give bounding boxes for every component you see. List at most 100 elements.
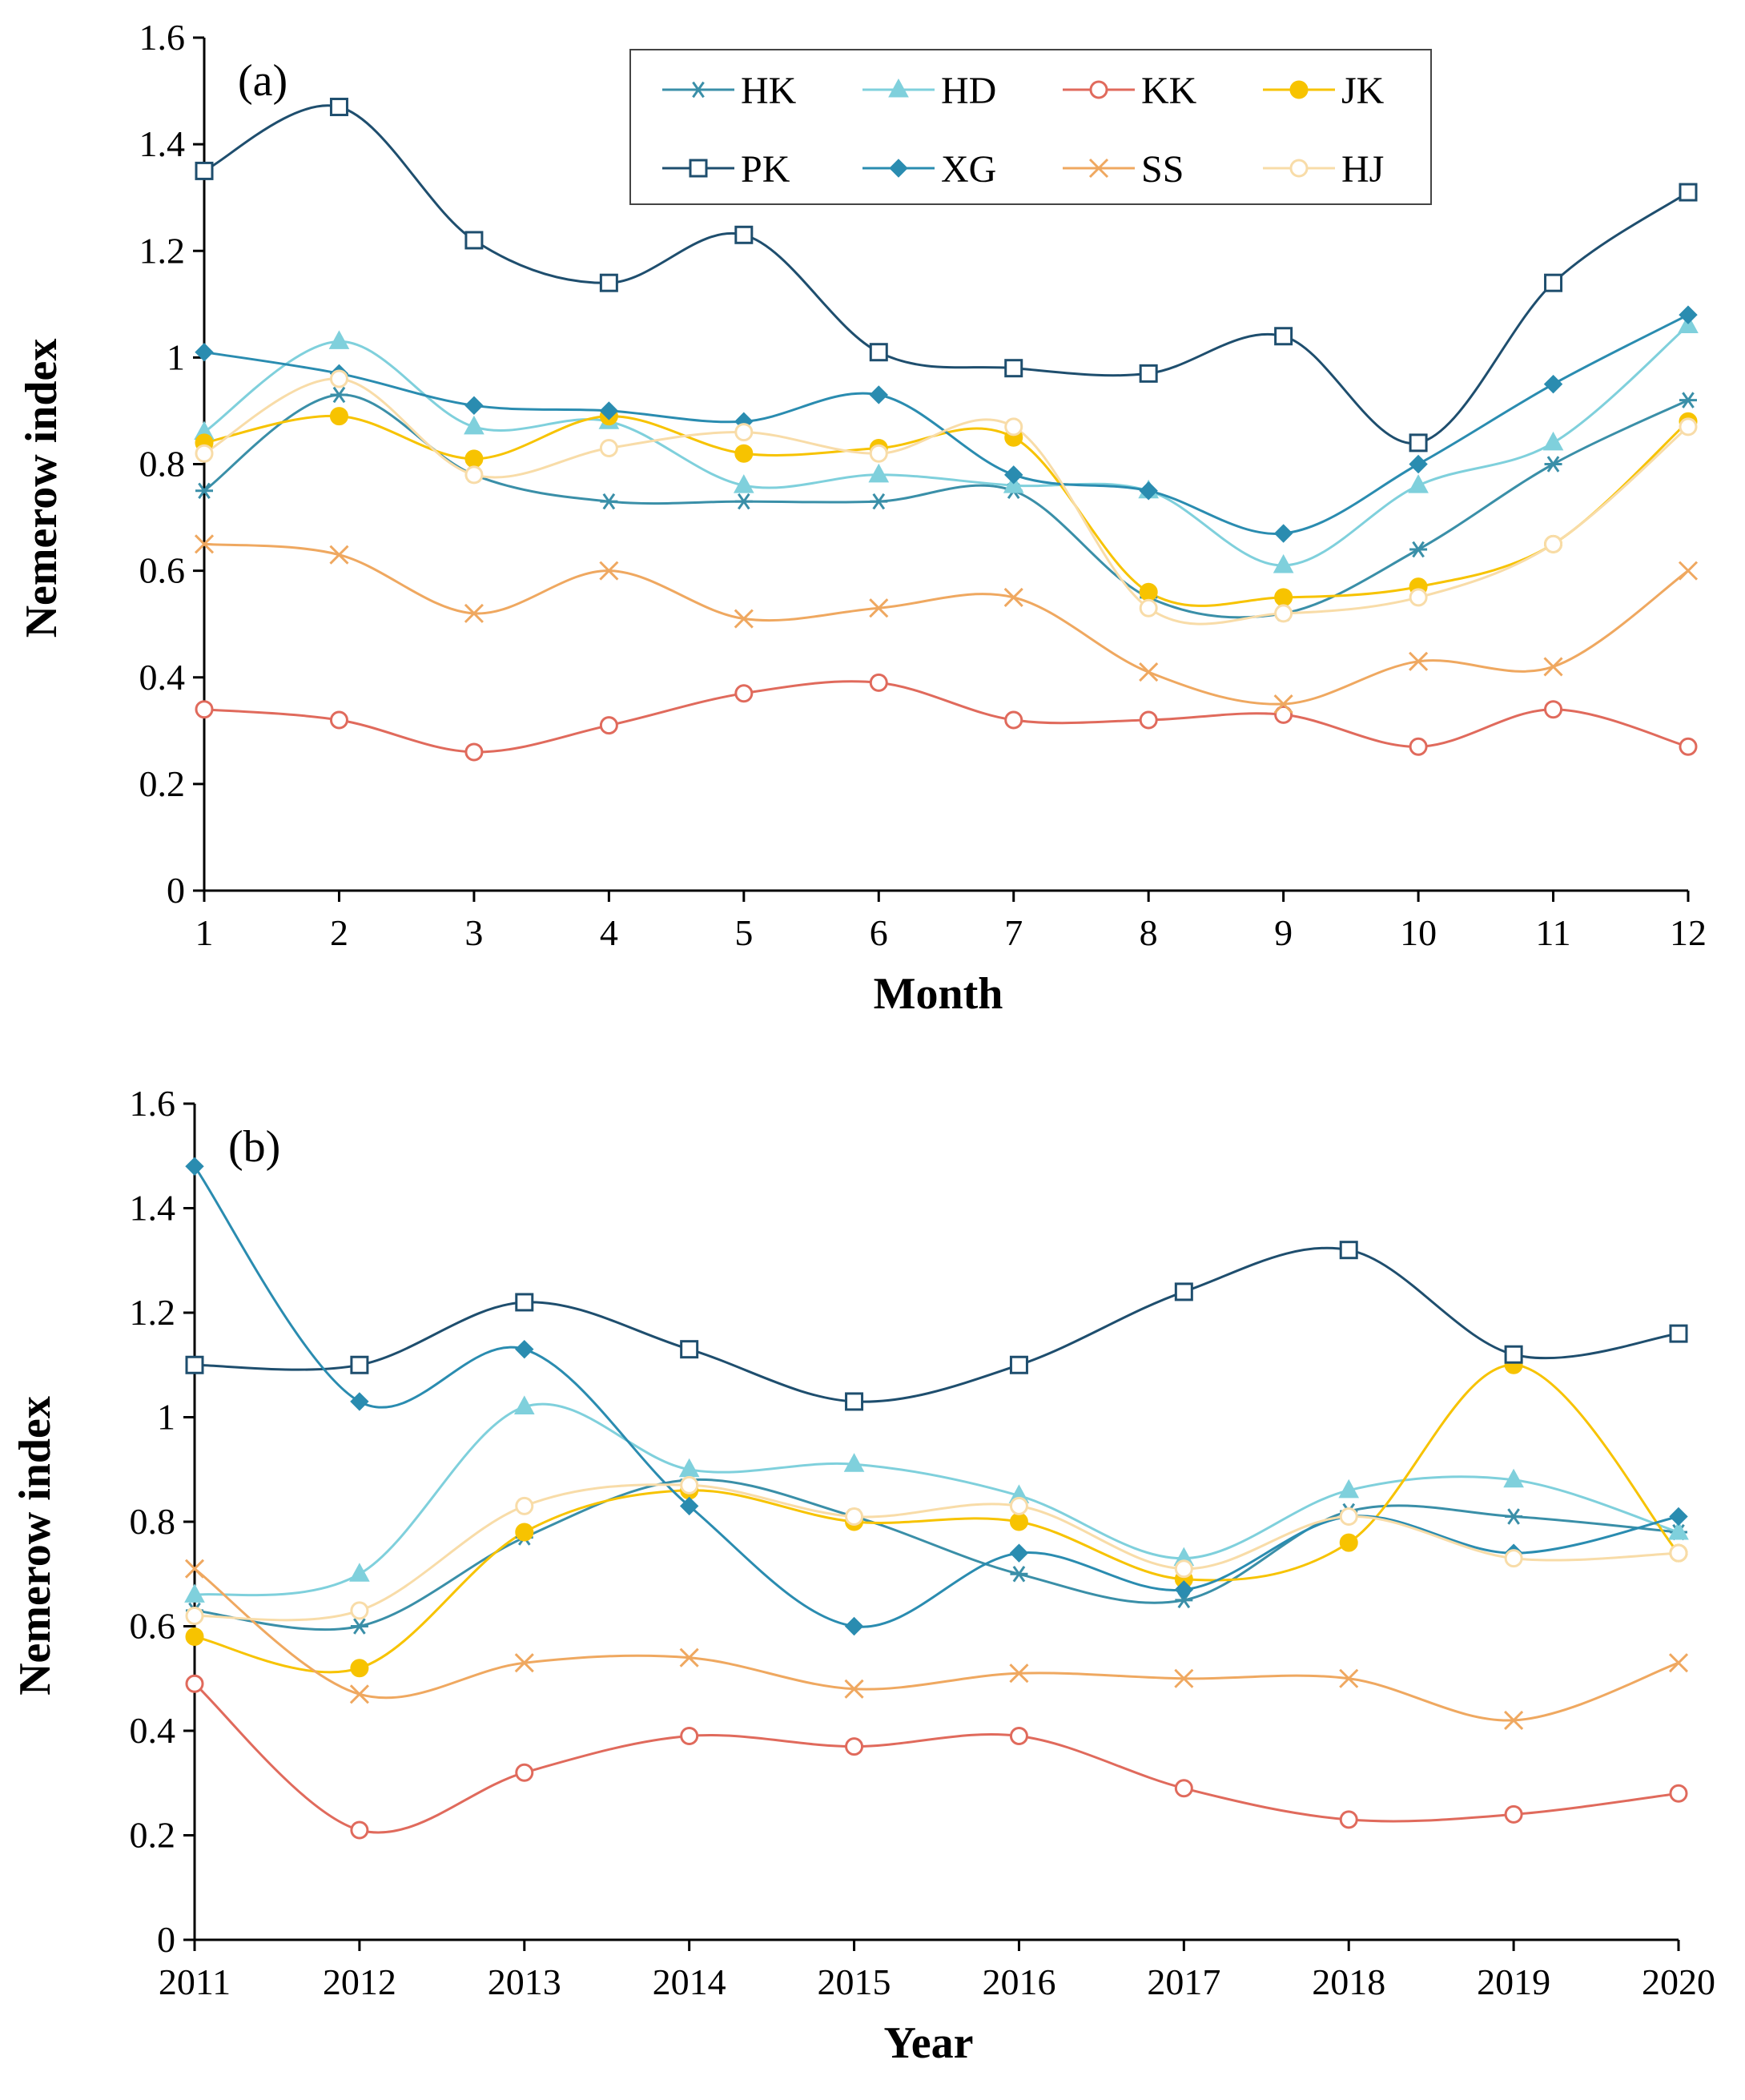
data-point-hd [184, 1583, 205, 1603]
legend-label-ss: SS [1141, 148, 1184, 191]
y-tick-label: 1.6 [130, 1083, 176, 1124]
x-tick-label: 2012 [323, 1961, 396, 2002]
data-point-kk [680, 1727, 699, 1746]
data-point-kk [1504, 1804, 1523, 1824]
legend-item-kk: KK [1063, 70, 1197, 112]
x-tick-label: 2 [330, 912, 348, 953]
data-point-ss [679, 1647, 699, 1668]
data-point-hd [1338, 1478, 1360, 1499]
data-point-xg [1679, 305, 1698, 324]
legend-frame [629, 49, 1432, 205]
x-tick-label: 2011 [159, 1961, 231, 2002]
y-tick-label: 0.8 [139, 444, 186, 485]
x-axis-title: Month [874, 969, 1003, 1019]
x-tick-label: 2020 [1642, 1961, 1715, 2002]
legend-item-hk: HK [662, 70, 797, 112]
data-point-ss [1009, 1664, 1029, 1684]
series-markers-hk [186, 1471, 1687, 1635]
data-point-xg [1409, 454, 1428, 474]
data-point-hj [1679, 417, 1698, 436]
data-point-hj [680, 1475, 699, 1495]
y-tick-label: 0 [167, 870, 185, 911]
x-axis-title: Year [884, 2018, 974, 2068]
data-point-hj [350, 1601, 369, 1620]
data-point-hj [1274, 604, 1293, 623]
series-line-hd [194, 1402, 1679, 1597]
y-tick-label: 1 [167, 336, 185, 377]
x-tick-label: 10 [1400, 912, 1437, 953]
legend-item-xg: XG [862, 148, 996, 191]
series-line-jk [194, 1363, 1680, 1674]
series-markers-xg [195, 305, 1698, 543]
series-line-xg [203, 313, 1689, 535]
series-markers-kk [195, 673, 1698, 762]
y-tick-label: 0 [157, 1919, 175, 1960]
data-point-hd [1503, 1468, 1524, 1488]
data-point-ss [329, 545, 349, 565]
data-point-ss [514, 1653, 534, 1673]
panel-label: (a) [238, 56, 287, 106]
data-point-kk [599, 716, 618, 735]
data-point-ss [1504, 1710, 1524, 1731]
y-tick-label: 1 [157, 1397, 175, 1438]
x-tick-label: 5 [734, 912, 753, 953]
data-point-kk [515, 1763, 534, 1782]
legend-marker-xg [889, 159, 908, 178]
data-point-ss [599, 561, 619, 581]
series-line-pk [203, 104, 1689, 445]
data-point-xg [1273, 524, 1293, 543]
data-point-pk [1544, 273, 1563, 292]
series-markers-ss [194, 534, 1699, 714]
series-markers-pk [185, 1241, 1688, 1411]
data-point-ss [869, 598, 889, 618]
data-point-kk [869, 673, 888, 692]
data-point-hj [329, 369, 348, 388]
data-point-hk [1544, 456, 1562, 473]
x-tick-label: 7 [1004, 912, 1023, 953]
x-tick-label: 2015 [818, 1961, 891, 2002]
series-line-hj [203, 377, 1689, 626]
legend-label-kk: KK [1141, 70, 1197, 112]
data-point-xg [195, 343, 214, 362]
data-point-pk [680, 1340, 699, 1359]
y-tick-label: 0.6 [139, 550, 186, 591]
data-point-jk [1139, 582, 1158, 601]
series-markers-hk [195, 386, 1697, 622]
data-point-xg [1139, 481, 1158, 501]
data-point-pk [1504, 1345, 1523, 1364]
data-point-pk [1174, 1282, 1193, 1301]
data-point-pk [1679, 183, 1698, 202]
y-axis-title: Nemerow index [17, 339, 66, 638]
data-point-ss [1678, 561, 1699, 581]
data-point-pk [869, 343, 888, 362]
y-tick-label: 0.8 [130, 1501, 176, 1542]
x-tick-label: 2013 [488, 1961, 561, 2002]
legend-item-hj: HJ [1263, 148, 1384, 191]
data-point-hj [845, 1507, 864, 1526]
data-point-kk [1544, 700, 1563, 719]
series-line-hk [194, 1478, 1679, 1631]
data-point-hj [599, 439, 618, 458]
data-point-xg [1009, 1543, 1029, 1563]
data-point-hd [1408, 474, 1429, 493]
data-point-hj [195, 444, 214, 463]
data-point-hk [195, 482, 213, 499]
data-point-ss [1543, 657, 1563, 677]
series-line-pk [194, 1246, 1679, 1403]
x-tick-label: 1 [195, 912, 214, 953]
x-tick-label: 9 [1274, 912, 1293, 953]
data-point-ss [184, 1559, 205, 1579]
data-point-ss [1409, 651, 1429, 671]
legend-item-ss: SS [1063, 148, 1184, 191]
series-markers-kk [185, 1674, 1688, 1840]
data-point-xg [464, 396, 484, 415]
data-point-xg [350, 1392, 369, 1411]
data-point-pk [845, 1392, 864, 1411]
data-point-pk [599, 273, 618, 292]
data-point-pk [185, 1355, 204, 1374]
data-point-hk [330, 386, 348, 404]
data-point-jk [1339, 1533, 1358, 1552]
data-point-hk [1409, 541, 1428, 558]
data-point-pk [734, 225, 754, 244]
data-point-hj [1009, 1496, 1028, 1515]
